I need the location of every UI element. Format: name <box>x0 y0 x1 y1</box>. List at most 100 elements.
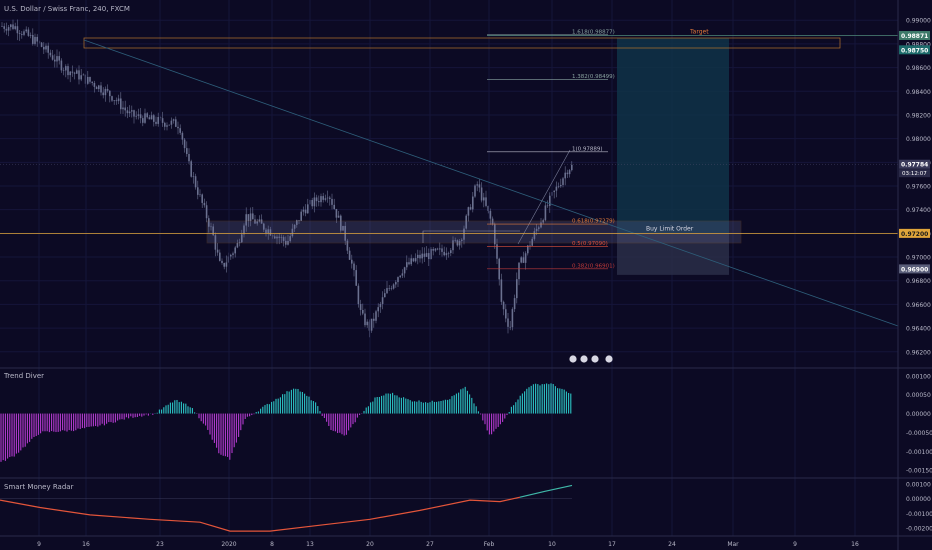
event-marker-icon[interactable] <box>569 355 577 363</box>
candle-body <box>263 223 265 230</box>
candle-body <box>291 228 294 237</box>
candle-body <box>137 114 140 116</box>
candle-body <box>135 115 137 117</box>
candle-body <box>122 107 124 110</box>
candle-body <box>538 227 540 229</box>
candle-body <box>82 74 85 76</box>
fib-level-label: 0.618(0.97279) <box>572 219 615 225</box>
bracket-drawing[interactable] <box>422 230 520 243</box>
candle-body <box>531 238 533 246</box>
symbol-title[interactable]: U.S. Dollar / Swiss Franc, 240, FXCM <box>4 5 130 13</box>
candle-body <box>161 118 164 123</box>
candle-body <box>461 239 463 241</box>
candle-body <box>166 125 168 127</box>
candle-body <box>80 75 82 80</box>
candle-body <box>469 207 472 210</box>
candle-body <box>302 209 305 212</box>
candle-body <box>329 197 331 199</box>
candle-body <box>566 172 569 175</box>
candles[interactable] <box>1 19 573 338</box>
candle-body <box>546 205 549 207</box>
candle-body <box>419 254 421 259</box>
drawings-layer[interactable]: Target Buy Limit Order 1.618(0.98877) 1.382… <box>0 28 899 327</box>
candle-body <box>307 204 309 214</box>
candle-body <box>254 219 256 224</box>
time-axis[interactable]: 9 16 23 2020 8 13 20 27 Feb 10 17 24 Mar 9 16 <box>37 541 859 548</box>
price-axis[interactable]: 0.99000 0.98800 0.98600 0.98400 0.98200 0.980… <box>899 18 932 533</box>
candle-body <box>247 214 250 221</box>
candle-body <box>436 248 439 250</box>
smart-money-radar-pane[interactable] <box>0 484 573 532</box>
candle-body <box>3 26 5 29</box>
price-pane[interactable] <box>0 0 898 536</box>
candle-body <box>71 71 74 73</box>
event-marker-icon[interactable] <box>580 355 588 363</box>
candle-body <box>571 164 573 171</box>
rising-trendline[interactable] <box>517 149 571 245</box>
candle-body <box>188 153 190 162</box>
radar-tick-label: 0.00100 <box>906 481 931 488</box>
candle-body <box>331 198 333 205</box>
trend-diver-histogram[interactable] <box>0 383 572 462</box>
candle-body <box>428 253 430 260</box>
candle-body <box>43 46 45 50</box>
event-markers[interactable] <box>569 355 613 363</box>
candle-body <box>355 270 357 286</box>
candle-body <box>98 85 100 90</box>
demand-zone-box[interactable] <box>206 220 742 244</box>
candle-body <box>73 72 76 74</box>
candle-body <box>485 197 487 206</box>
candle-body <box>315 197 318 202</box>
candle-body <box>225 262 228 267</box>
candle-body <box>205 205 208 219</box>
candle-body <box>311 199 313 207</box>
candle-body <box>186 148 188 154</box>
event-marker-icon[interactable] <box>591 355 599 363</box>
candle-body <box>500 279 503 302</box>
candle-body <box>425 253 428 257</box>
candle-body <box>544 205 547 221</box>
candle-body <box>386 288 388 294</box>
time-tick-label: 9 <box>37 541 41 548</box>
radar-line-bullish[interactable] <box>519 484 573 498</box>
candle-body <box>27 29 30 36</box>
candle-body <box>236 243 239 248</box>
candle-body <box>557 186 560 187</box>
stop-price-badge: 0.98750 <box>901 47 928 54</box>
fib-level-label: 1.618(0.98877) <box>572 29 615 35</box>
fib-level-label: 0.5(0.97090) <box>572 241 608 247</box>
event-marker-icon[interactable] <box>605 355 613 363</box>
candle-body <box>474 185 476 197</box>
candle-body <box>249 213 252 221</box>
candle-body <box>276 236 278 239</box>
candle-body <box>348 250 351 260</box>
descending-trendline[interactable] <box>83 39 899 327</box>
supply-zone-box[interactable] <box>83 37 841 49</box>
target-price-badge-bg <box>899 30 930 40</box>
long-position-target-zone[interactable] <box>617 38 729 234</box>
candle-body <box>364 313 366 326</box>
candle-body <box>533 231 536 239</box>
candle-body <box>516 279 518 299</box>
candle-body <box>483 197 485 201</box>
candle-body <box>458 240 461 246</box>
candle-body <box>258 219 261 222</box>
long-position-stop-zone[interactable] <box>617 233 729 275</box>
candle-body <box>564 172 566 179</box>
trend-diver-pane[interactable] <box>0 383 572 462</box>
candle-body <box>271 235 274 237</box>
candle-body <box>287 240 289 245</box>
candle-body <box>326 197 329 199</box>
candle-body <box>359 304 362 310</box>
candle-body <box>509 326 511 328</box>
candle-body <box>322 196 324 200</box>
time-tick-label: 10 <box>548 541 556 548</box>
candle-body <box>417 254 419 259</box>
radar-line-bearish[interactable] <box>0 496 521 532</box>
smart-money-radar-title[interactable]: Smart Money Radar <box>4 483 74 491</box>
trend-diver-title[interactable]: Trend Diver <box>3 372 44 380</box>
candle-body <box>192 176 195 177</box>
candle-body <box>313 197 316 207</box>
time-tick-label: 16 <box>82 541 90 548</box>
